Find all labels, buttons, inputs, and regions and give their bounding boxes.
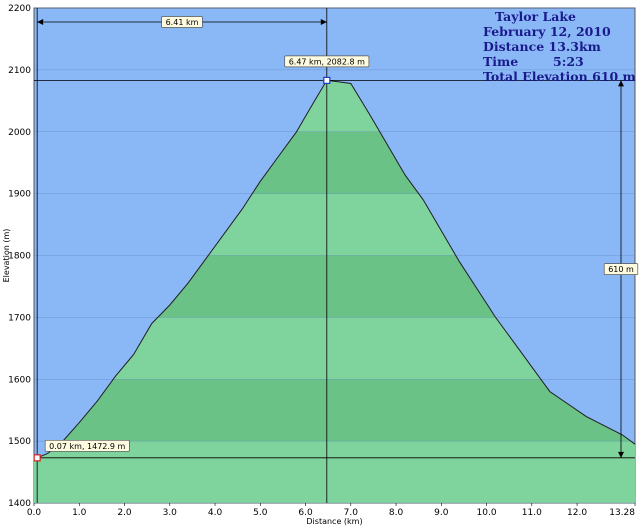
- x-tick-label: 9.0: [434, 508, 449, 518]
- horizontal-measure-callout: 6.41 km: [161, 16, 203, 28]
- y-tick-label: 1900: [8, 190, 31, 200]
- info-date: February 12, 2010: [483, 24, 611, 39]
- x-tick-label: 0.0: [27, 508, 42, 518]
- arrow-right: [320, 19, 327, 25]
- y-tick-label: 1800: [8, 252, 31, 262]
- y-tick-label: 1700: [8, 313, 31, 323]
- y-tick-label: 2100: [8, 66, 31, 76]
- peak-marker[interactable]: [323, 76, 331, 84]
- peak-label: 6.47 km, 2082.8 m: [289, 57, 365, 66]
- y-tick-label: 2000: [8, 128, 31, 138]
- start-callout: 0.07 km, 1472.9 m: [44, 439, 130, 452]
- info-box: Taylor Lake February 12, 2010 Distance 1…: [483, 9, 636, 84]
- y-axis-title: Elevation (m): [2, 229, 11, 283]
- x-tick-label: 13.28: [609, 508, 635, 518]
- start-label: 0.07 km, 1472.9 m: [49, 442, 125, 451]
- peak-callout: 6.47 km, 2082.8 m: [284, 55, 370, 68]
- info-title: Taylor Lake: [495, 9, 576, 24]
- x-axis-ticks: 0.0 1.0 2.0 3.0 4.0 5.0 6.0 7.0 8.0 9.0 10.0 11.0 12…: [27, 503, 636, 518]
- arrow-left: [37, 19, 44, 25]
- info-time: Time 5:23: [483, 54, 584, 69]
- gridlines: [34, 7, 635, 504]
- x-tick-label: 4.0: [208, 508, 223, 518]
- arrow-up: [618, 80, 624, 87]
- x-axis-title: Distance (km): [306, 517, 362, 526]
- x-tick-label: 2.0: [117, 508, 132, 518]
- x-tick-label: 5.0: [253, 508, 268, 518]
- y-axis-ticks: 1400 1500 1600 1700 1800 1900 2000 2100 2200: [8, 4, 31, 509]
- x-tick-label: 3.0: [163, 508, 178, 518]
- x-tick-label: 10.0: [477, 508, 497, 518]
- y-tick-label: 1400: [8, 499, 31, 509]
- elevation-band: [34, 379, 635, 442]
- info-distance: Distance 13.3km: [483, 39, 601, 54]
- arrow-down: [618, 451, 624, 458]
- y-tick-label: 1600: [8, 375, 31, 385]
- elevation-band: [34, 441, 635, 503]
- vertical-measure-callout: 610 m: [603, 263, 639, 275]
- x-tick-label: 11.0: [522, 508, 542, 518]
- start-marker[interactable]: [33, 454, 41, 462]
- measure-arrows: [37, 19, 624, 458]
- y-tick-label: 1500: [8, 437, 31, 447]
- vertical-measure-label: 610 m: [608, 265, 634, 274]
- x-tick-label: 6.0: [298, 508, 313, 518]
- x-tick-label: 12.0: [567, 508, 587, 518]
- horizontal-measure-label: 6.41 km: [166, 18, 199, 27]
- x-tick-label: 8.0: [389, 508, 404, 518]
- x-tick-label: 7.0: [344, 508, 359, 518]
- info-elevation: Total Elevation 610 m: [483, 69, 636, 84]
- y-tick-label: 2200: [8, 4, 31, 14]
- x-tick-label: 1.0: [72, 508, 87, 518]
